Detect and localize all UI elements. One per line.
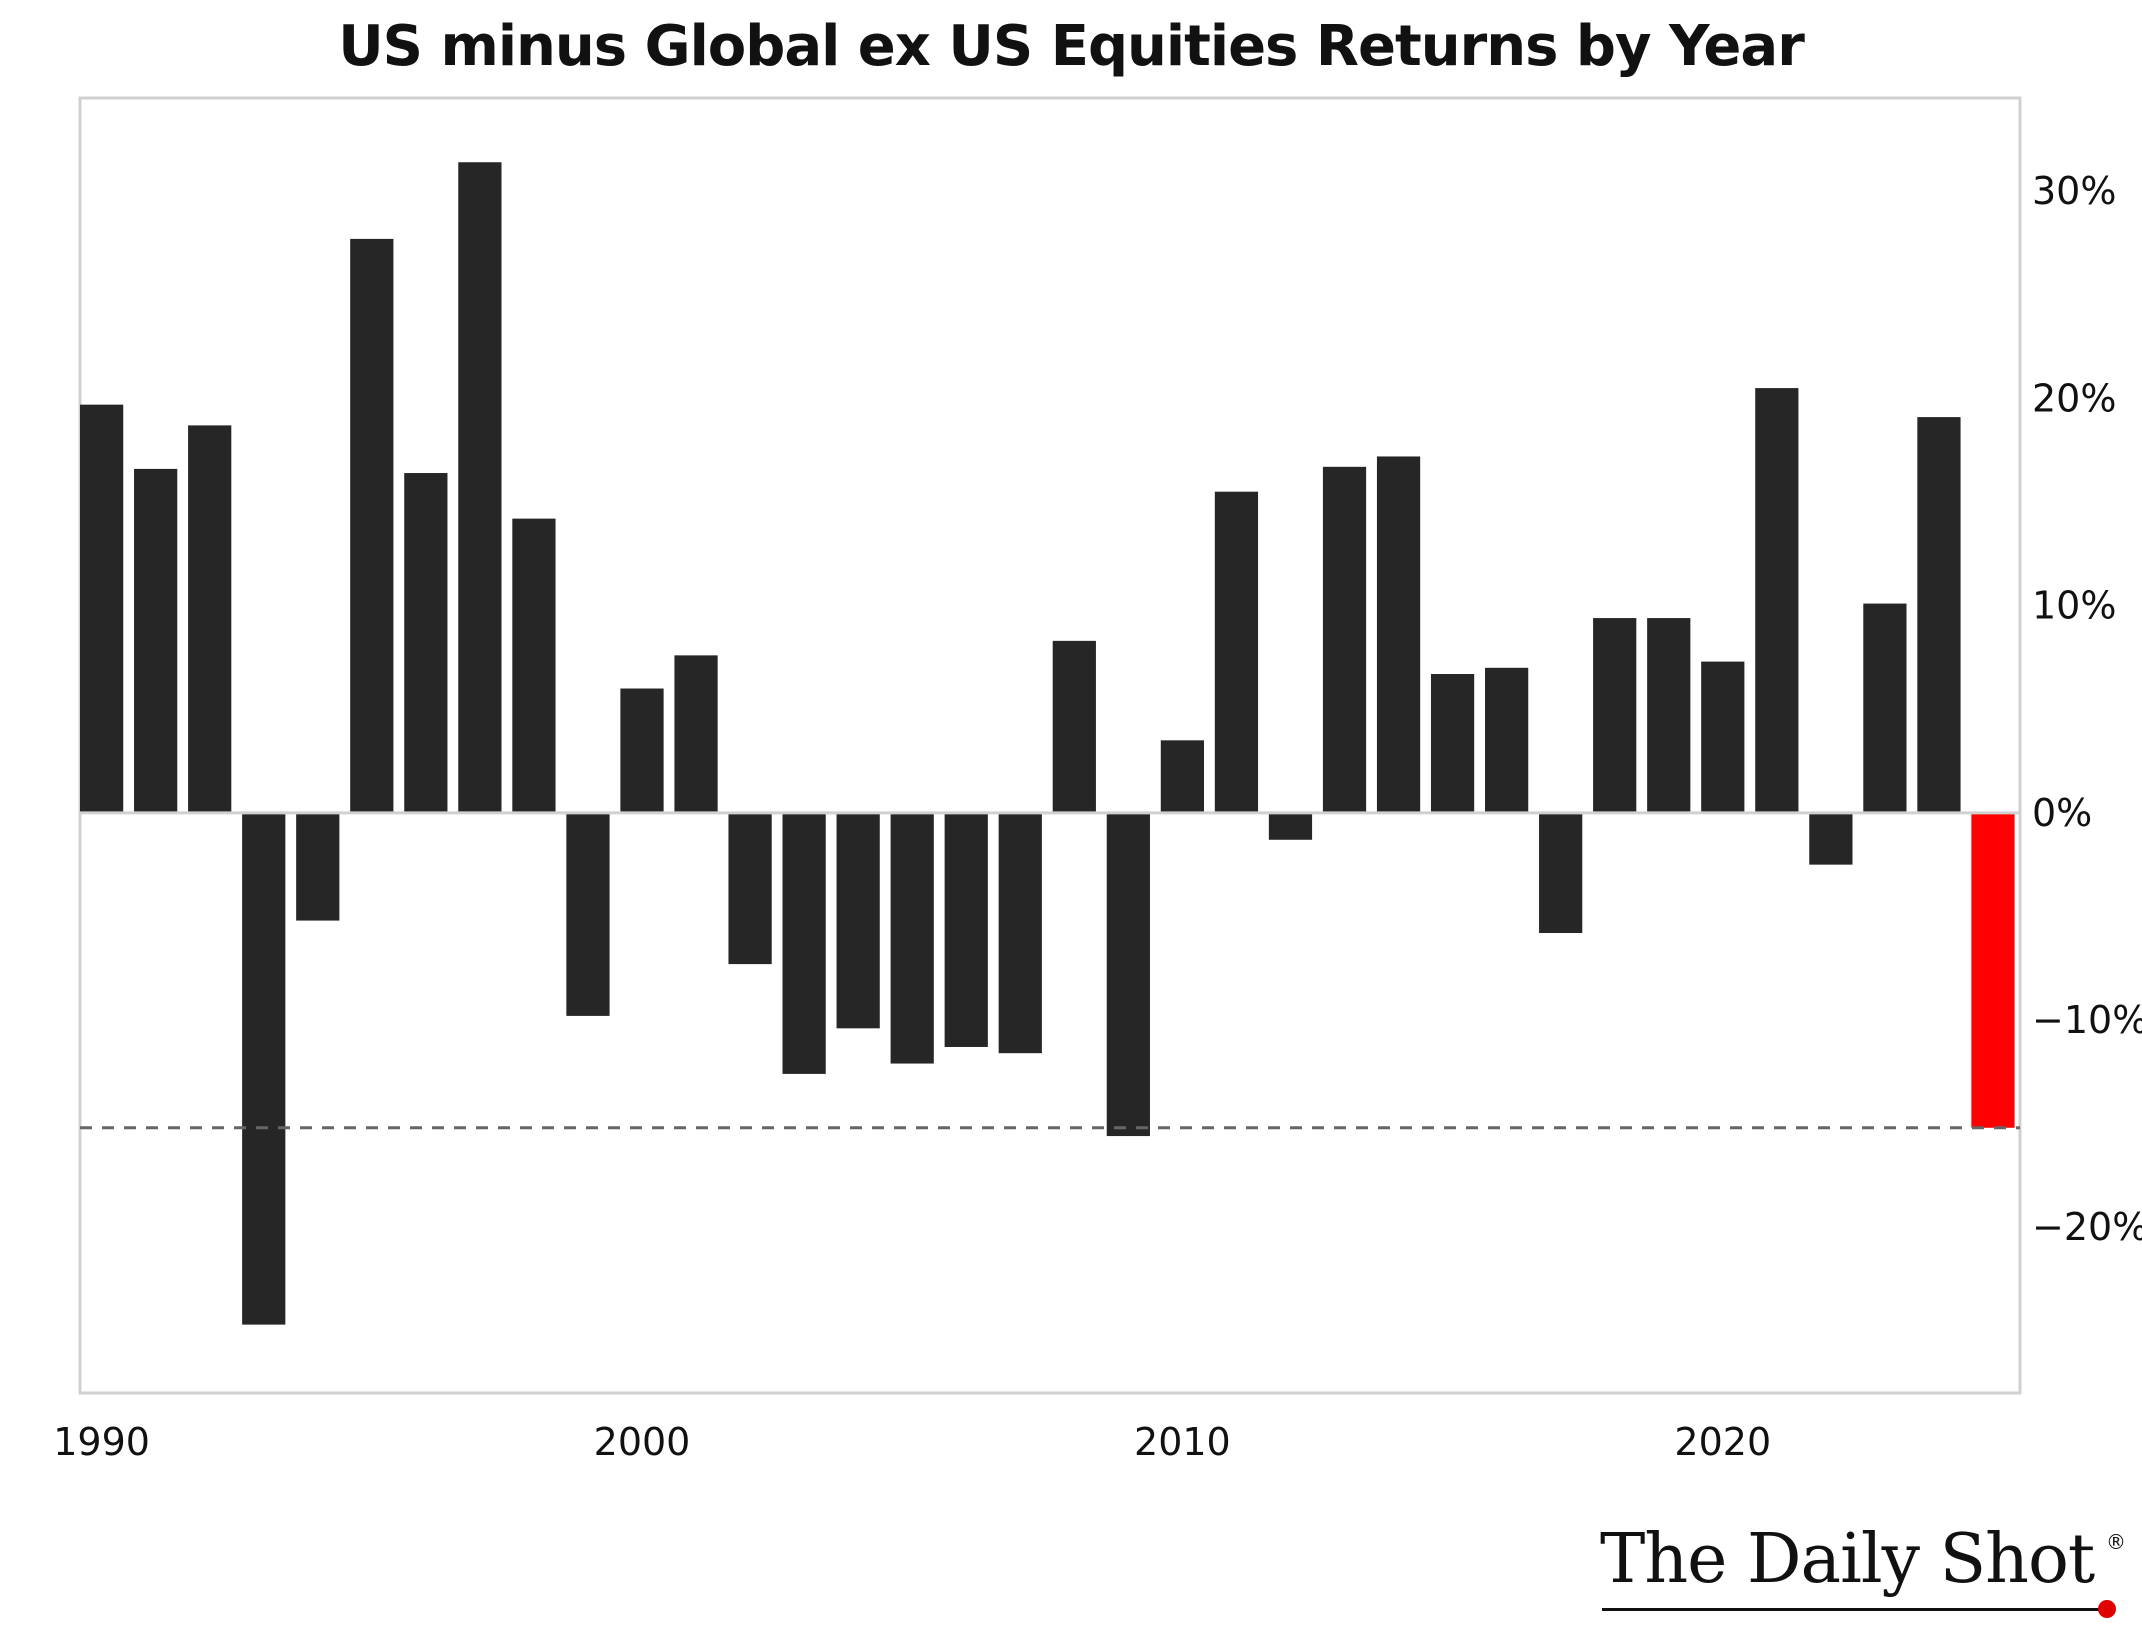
bar-1991 (134, 468, 178, 813)
bar-2003 (782, 812, 826, 1074)
bar-2007 (998, 812, 1042, 1054)
bar-1998 (512, 518, 556, 813)
bar-2019 (1647, 618, 1691, 813)
bar-2014 (1376, 456, 1421, 813)
bar-2010 (1160, 740, 1205, 813)
bar-2012 (1268, 812, 1313, 840)
bar-1999 (566, 812, 610, 1016)
x-tick-label: 2000 (594, 1420, 691, 1464)
bar-2005 (890, 812, 934, 1064)
bar-1990 (80, 404, 124, 813)
brand-text: The Daily Shot (1600, 1520, 2095, 1599)
bar-2023 (1863, 603, 1907, 813)
brand-logo: The Daily Shot ® (1600, 1520, 2126, 1620)
x-tick-label: 2020 (1674, 1420, 1771, 1464)
y-tick-label: 0% (2032, 791, 2092, 835)
bar-2016 (1485, 667, 1529, 813)
bar-2021 (1755, 388, 1799, 813)
bar-1995 (350, 238, 394, 813)
brand-dot (2098, 1600, 2116, 1618)
bar-1997 (458, 162, 502, 813)
bar-2008 (1052, 640, 1096, 813)
bar-2018 (1593, 618, 1637, 813)
bar-2013 (1322, 466, 1367, 813)
x-tick-label: 1990 (53, 1420, 150, 1464)
bar-2022 (1809, 812, 1853, 865)
y-tick-label: 10% (2032, 584, 2116, 628)
y-axis-ticks: 30% 20% 10% 0% −10% −20% (2032, 169, 2142, 1249)
bar-2024 (1917, 417, 1961, 813)
bar-1994 (296, 812, 340, 921)
bar-2006 (944, 812, 988, 1047)
brand-registered-mark: ® (2106, 1530, 2126, 1554)
bar-2015 (1430, 674, 1475, 813)
y-tick-label: 30% (2032, 169, 2116, 213)
bar-2000 (620, 688, 664, 813)
y-tick-label: −20% (2032, 1205, 2142, 1249)
bar-2002 (728, 812, 772, 965)
bar-2009 (1106, 812, 1150, 1137)
bar-2011 (1214, 491, 1259, 813)
x-axis-ticks: 1990 2000 2010 2020 (53, 1420, 1771, 1464)
bar-2020 (1701, 661, 1745, 813)
bar-2001 (674, 655, 718, 813)
bar-2025 (1971, 812, 2015, 1128)
bars-group (80, 162, 2015, 1325)
bar-1993 (242, 812, 286, 1325)
y-tick-label: −10% (2032, 998, 2142, 1042)
bar-2017 (1539, 812, 1583, 934)
bar-1992 (188, 425, 232, 813)
brand-underline (1602, 1608, 2100, 1611)
chart-title: US minus Global ex US Equities Returns b… (338, 14, 1805, 79)
bar-1996 (404, 473, 448, 813)
bar-2004 (836, 812, 880, 1029)
x-tick-label: 2010 (1134, 1420, 1231, 1464)
y-tick-label: 20% (2032, 376, 2116, 420)
